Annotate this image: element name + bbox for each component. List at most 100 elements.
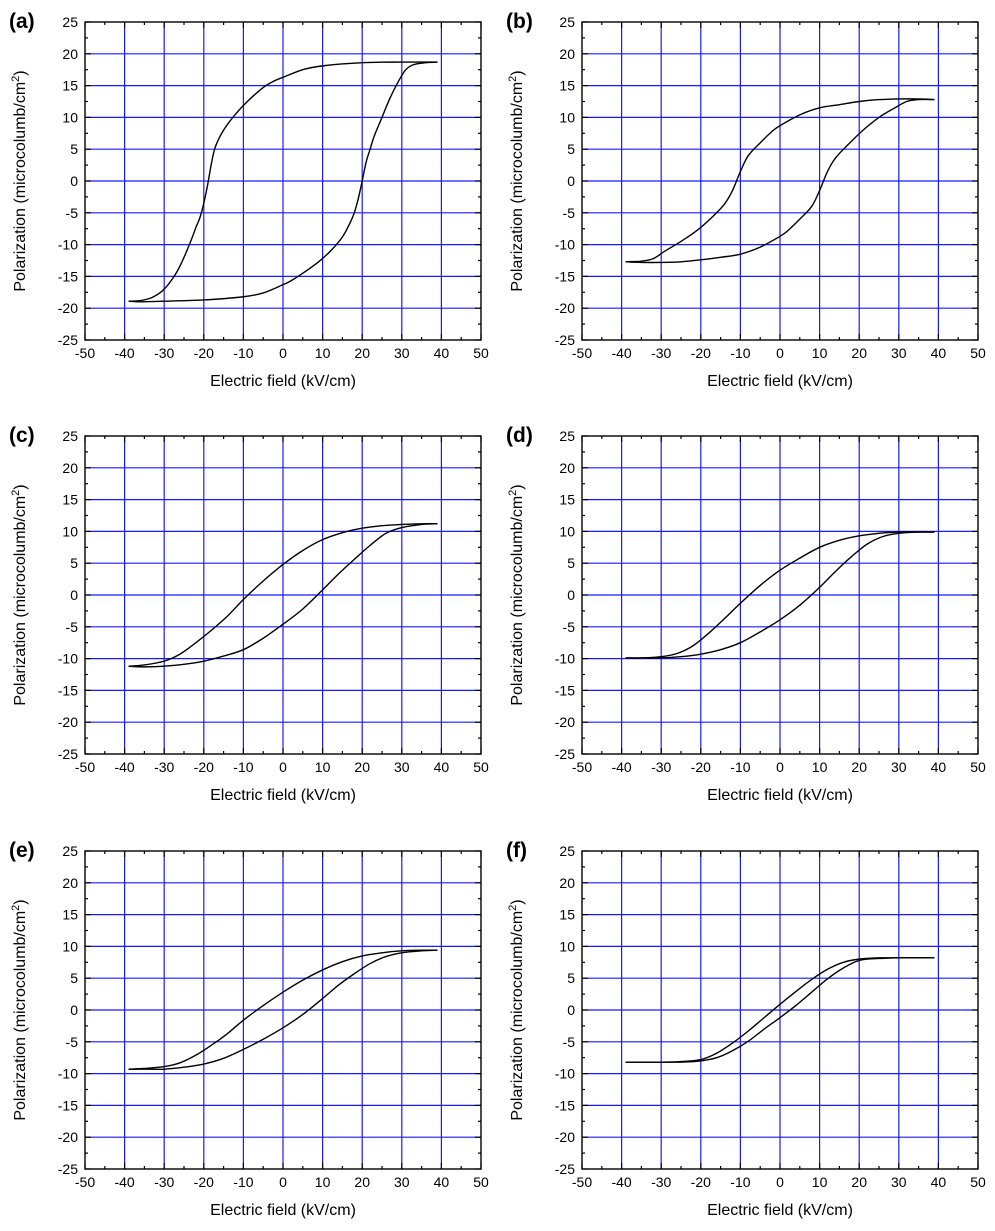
x-tick-label: -20 [691,345,711,361]
y-tick-label: 20 [62,460,78,476]
x-tick-label: -50 [572,759,592,775]
y-tick-label: 10 [62,938,78,954]
y-axis-title-superscript: 2 [10,76,22,82]
x-tick-label: -40 [611,1174,631,1190]
y-tick-label: -25 [555,1161,575,1177]
x-tick-label: -50 [75,1174,95,1190]
y-axis-title-end: ) [12,484,29,489]
y-tick-label: 5 [70,555,78,571]
x-tick-label: 30 [891,759,907,775]
y-tick-label: -10 [58,237,78,253]
x-tick-label: 10 [812,1174,828,1190]
descending-branch-curve [625,531,935,659]
x-tick-label: -10 [233,1174,253,1190]
y-tick-label: -10 [58,651,78,667]
y-tick-label: -20 [58,714,78,730]
y-tick-label: 10 [559,523,575,539]
y-tick-label: -15 [58,1097,78,1113]
x-tick-label: 40 [434,1174,450,1190]
x-tick-label: 20 [354,759,370,775]
x-tick-label: 30 [394,345,410,361]
y-axis-title-end: ) [509,70,526,75]
x-tick-label: 50 [473,759,489,775]
y-tick-label: -5 [563,205,576,221]
y-axis-title-text: Polarization (microcolumb/cm [509,82,526,292]
y-tick-label: -25 [58,1161,78,1177]
x-tick-label: 10 [315,759,331,775]
descending-branch-curve [625,98,935,264]
y-tick-label: 25 [62,843,78,859]
x-tick-label: 20 [354,1174,370,1190]
y-axis-title: Polarization (microcolumb/cm2) [507,484,526,705]
x-axis-title: Electric field (kV/cm) [707,787,853,804]
x-tick-label: 20 [354,345,370,361]
x-tick-label: -40 [114,1174,134,1190]
x-tick-label: -50 [572,345,592,361]
y-axis-title-superscript: 2 [507,905,519,911]
y-tick-label: 15 [559,492,575,508]
x-tick-label: 30 [891,1174,907,1190]
y-tick-label: 25 [559,843,575,859]
x-tick-label: -40 [611,345,631,361]
x-tick-label: 10 [812,345,828,361]
x-tick-label: 40 [434,345,450,361]
y-tick-label: -10 [555,651,575,667]
y-tick-label: 5 [70,970,78,986]
x-tick-label: -20 [194,759,214,775]
y-tick-label: -25 [58,332,78,348]
x-tick-label: 50 [970,345,986,361]
y-axis-title-superscript: 2 [507,490,519,496]
y-tick-label: -15 [555,268,575,284]
descending-branch-curve [128,949,438,1070]
y-tick-label: 10 [62,523,78,539]
y-tick-label: 15 [62,907,78,923]
y-tick-label: -5 [66,619,79,635]
y-tick-label: 25 [62,14,78,30]
y-tick-label: 20 [559,46,575,62]
y-tick-label: -25 [58,746,78,762]
x-tick-label: -10 [730,759,750,775]
ascending-branch-curve [128,523,438,667]
x-tick-label: -40 [114,345,134,361]
y-axis-title-superscript: 2 [10,905,22,911]
y-tick-label: -5 [563,1034,576,1050]
y-tick-label: 10 [559,938,575,954]
panel-d: -50 -40 -30 -20 -10 0 10 20 30 40 502520151050-5-1… [506,424,986,804]
panel-label: (a) [9,10,35,33]
y-tick-label: -10 [58,1066,78,1082]
y-tick-label: -10 [555,1066,575,1082]
y-tick-label: -15 [555,682,575,698]
y-axis-title-text: Polarization (microcolumb/cm [509,496,526,706]
y-tick-label: -20 [58,300,78,316]
y-tick-label: -25 [555,332,575,348]
x-axis-title: Electric field (kV/cm) [707,1202,853,1219]
y-axis-title: Polarization (microcolumb/cm2) [10,899,29,1120]
y-tick-label: 10 [62,109,78,125]
y-axis-title-text: Polarization (microcolumb/cm [12,496,29,706]
x-tick-label: 50 [473,1174,489,1190]
x-tick-label: 10 [315,1174,331,1190]
ascending-branch-curve [128,61,438,302]
descending-branch-curve [128,523,438,668]
x-tick-label: -40 [611,759,631,775]
y-tick-label: -5 [66,1034,79,1050]
y-tick-label: -15 [58,268,78,284]
x-tick-label: 0 [279,1174,287,1190]
panel-b: -50 -40 -30 -20 -10 0 10 20 30 40 502520151050-5-1… [506,10,986,390]
x-tick-label: 30 [394,759,410,775]
x-tick-label: 30 [394,1174,410,1190]
x-tick-label: -40 [114,759,134,775]
x-axis-title: Electric field (kV/cm) [210,1202,356,1219]
x-tick-label: 40 [931,1174,947,1190]
y-axis-title-superscript: 2 [10,490,22,496]
y-tick-label: 15 [559,907,575,923]
y-axis-title-end: ) [509,484,526,489]
x-tick-label: 0 [279,759,287,775]
x-tick-label: 10 [812,759,828,775]
ascending-branch-curve [625,531,935,659]
y-tick-label: -25 [555,746,575,762]
x-tick-label: 20 [851,759,867,775]
panel-c: -50 -40 -30 -20 -10 0 10 20 30 40 502520151050-5-1… [9,424,489,804]
panel-label: (e) [9,839,35,862]
x-tick-label: -10 [730,345,750,361]
